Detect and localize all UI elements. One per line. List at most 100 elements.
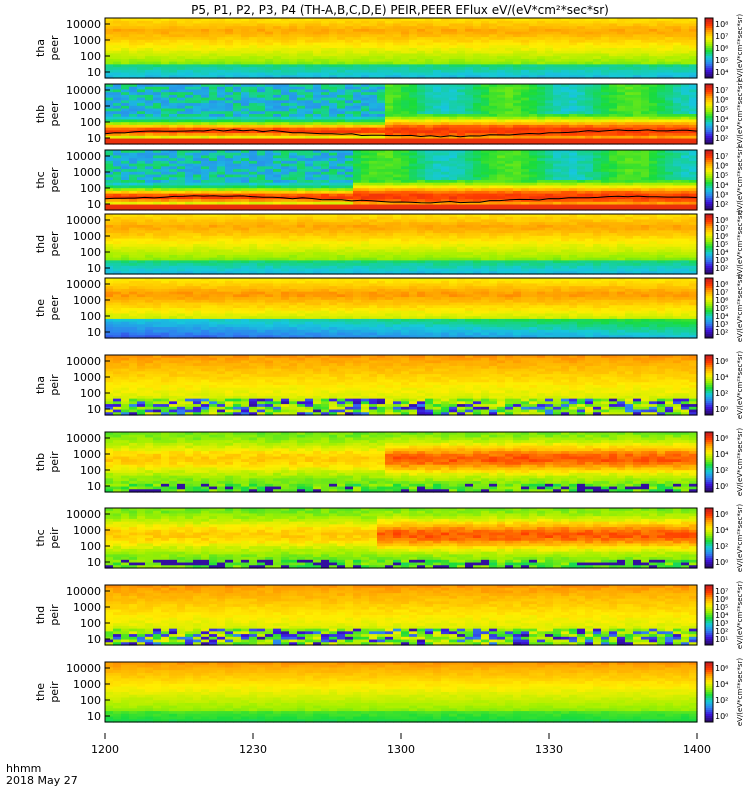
spectrogram-cell [441, 108, 450, 112]
spectrogram-cell [585, 177, 594, 181]
spectrogram-cell [113, 163, 122, 167]
spectrogram-cell [257, 201, 266, 206]
spectrogram-cell [265, 196, 274, 200]
spectrogram-cell [649, 69, 658, 74]
spectrogram-cell [553, 204, 562, 208]
spectrogram-cell [217, 69, 226, 74]
spectrogram-cell [457, 72, 466, 76]
spectrogram-cell [425, 37, 434, 41]
spectrogram-cell [121, 89, 130, 93]
spectrogram-cell [585, 111, 594, 115]
spectrogram-cell [393, 141, 402, 145]
spectrogram-cell [273, 111, 282, 115]
spectrogram-cell [609, 190, 618, 195]
spectrogram-cell [209, 39, 218, 44]
spectrogram-cell [545, 37, 554, 41]
spectrogram-cell [417, 127, 426, 131]
spectrogram-cell [145, 152, 154, 157]
spectrogram-cell [585, 204, 594, 208]
spectrogram-cell [177, 84, 186, 88]
spectrogram-cell [337, 199, 346, 203]
spectrogram-cell [233, 127, 242, 131]
spectrogram-cell [625, 92, 634, 96]
spectrogram-cell [425, 169, 434, 173]
colorbar-step [705, 122, 713, 125]
spectrogram-cell [449, 94, 458, 99]
spectrogram-cell [641, 31, 650, 35]
spectrogram-cell [641, 92, 650, 96]
colorbar-step [705, 132, 713, 135]
spectrogram-cell [441, 201, 450, 206]
spectrogram-cell [641, 94, 650, 99]
spectrogram-cell [585, 75, 594, 79]
spectrogram-cell [649, 37, 658, 41]
spectrogram-cell [185, 193, 194, 197]
spectrogram-cell [177, 196, 186, 200]
spectrogram-cell [457, 111, 466, 115]
spectrogram-cell [249, 135, 258, 140]
spectrogram-cell [561, 188, 570, 192]
spectrogram-cell [409, 150, 418, 154]
spectrogram-cell [497, 20, 506, 25]
spectrogram-cell [161, 23, 170, 27]
spectrogram-cell [473, 114, 482, 118]
spectrogram-cell [521, 26, 530, 30]
spectrogram-cell [185, 28, 194, 33]
spectrogram-cell [673, 108, 682, 112]
spectrogram-cell [473, 34, 482, 38]
spectrogram-cell [209, 152, 218, 157]
spectrogram-cell [601, 171, 610, 176]
spectrogram-cell [257, 56, 266, 60]
spectrogram-cell [353, 37, 362, 41]
spectrogram-cell [633, 163, 642, 167]
spectrogram-cell [673, 97, 682, 101]
spectrogram-cell [545, 199, 554, 203]
spectrogram-cell [185, 92, 194, 96]
spectrogram-cell [609, 37, 618, 41]
spectrogram-cell [113, 116, 122, 121]
spectrogram-cell [385, 174, 394, 178]
spectrogram-cell [153, 94, 162, 99]
spectrogram-cell [553, 97, 562, 101]
spectrogram-cell [409, 124, 418, 129]
spectrogram-cell [689, 127, 698, 131]
spectrogram-cell [545, 89, 554, 93]
spectrogram-cell [241, 111, 250, 115]
spectrogram-cell [129, 23, 138, 27]
spectrogram-cell [529, 86, 538, 91]
colorbar-step [705, 36, 713, 39]
spectrogram-cell [273, 114, 282, 118]
spectrogram-cell [521, 45, 530, 49]
spectrogram-cell [689, 61, 698, 65]
spectrogram-cell [393, 94, 402, 99]
spectrogram-cell [129, 190, 138, 195]
spectrogram-cell [369, 92, 378, 96]
spectrogram-cell [529, 26, 538, 30]
spectrogram-cell [289, 58, 298, 63]
spectrogram-cell [537, 50, 546, 55]
spectrogram-cell [169, 119, 178, 123]
spectrogram-cell [297, 116, 306, 121]
spectrogram-cell [441, 182, 450, 187]
spectrogram-cell [425, 45, 434, 49]
spectrogram-cell [561, 31, 570, 35]
spectrogram-cell [353, 193, 362, 197]
spectrogram-cell [209, 160, 218, 165]
spectrogram-cell [105, 141, 114, 145]
spectrogram-cell [281, 50, 290, 55]
spectrogram-cell [417, 135, 426, 140]
spectrogram-cell [521, 171, 530, 176]
spectrogram-cell [289, 72, 298, 76]
spectrogram-cell [473, 75, 482, 79]
spectrogram-cell [217, 89, 226, 93]
spectrogram-cell [673, 34, 682, 38]
spectrogram-cell [529, 135, 538, 140]
spectrogram-cell [177, 193, 186, 197]
spectrogram-cell [505, 84, 514, 88]
spectrogram-cell [513, 193, 522, 197]
spectrogram-cell [489, 138, 498, 142]
spectrogram-cell [457, 163, 466, 167]
spectrogram-cell [473, 124, 482, 129]
spectrogram-cell [593, 45, 602, 49]
spectrogram-cell [233, 67, 242, 71]
